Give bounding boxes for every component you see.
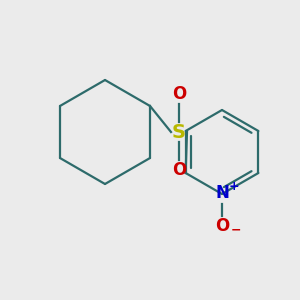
Text: O: O bbox=[172, 85, 186, 103]
Text: S: S bbox=[172, 122, 186, 142]
Text: O: O bbox=[172, 161, 186, 179]
Text: O: O bbox=[215, 217, 229, 235]
Text: +: + bbox=[229, 179, 239, 193]
Text: N: N bbox=[215, 184, 229, 202]
Text: −: − bbox=[231, 224, 241, 236]
